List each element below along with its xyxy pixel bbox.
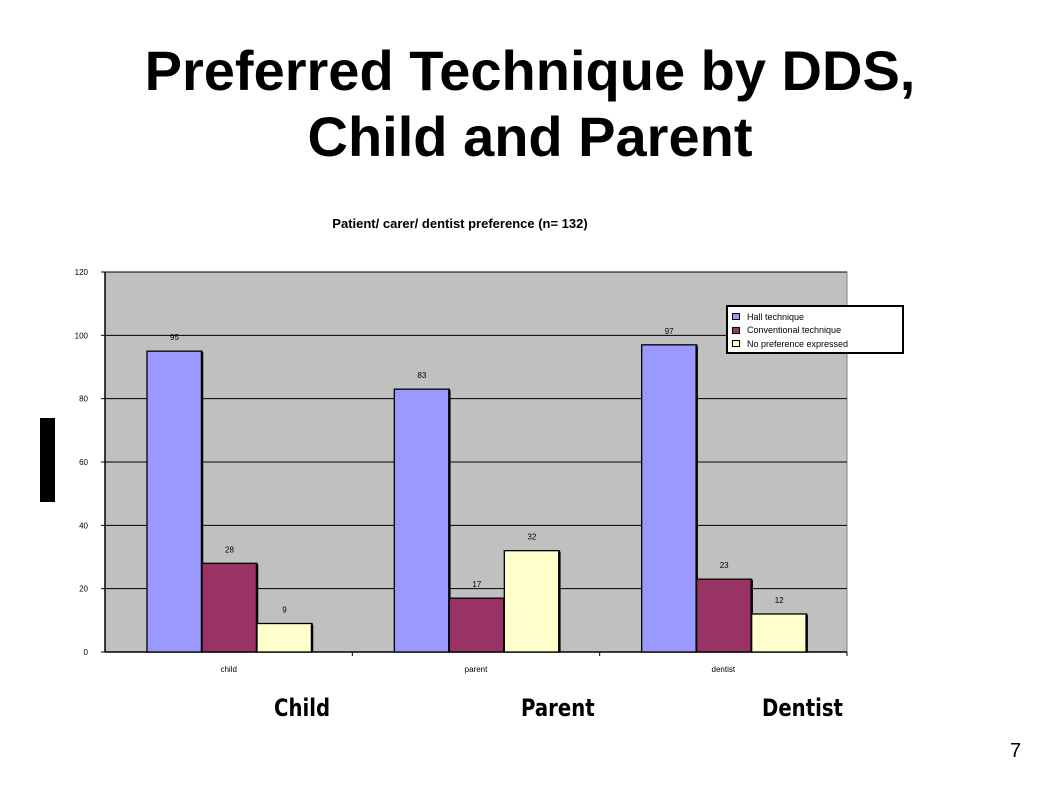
data-label-hall-dentist: 97 [665,327,674,336]
category-label-parent: Parent [521,694,595,722]
category-label-child: Child [274,694,331,722]
category-label-dentist: Dentist [762,694,843,722]
legend-label-hall: Hall technique [747,311,805,322]
legend-label-no-preference: No preference expressed [747,338,849,349]
data-label-no-preference-child: 9 [282,606,287,615]
legend-swatch-hall [732,313,740,321]
chart-title: Patient/ carer/ dentist preference (n= 1… [332,216,588,231]
bar-no-preference-child [256,622,313,653]
data-label-hall-child: 95 [170,333,179,342]
legend-item-hall: Hall technique [732,310,902,324]
bar-conventional-dentist [696,578,753,653]
legend-swatch-no-preference [732,340,740,348]
x-tick-label-child: child [220,665,236,674]
bar-no-preference-dentist [751,613,808,653]
y-tick-label-100: 100 [75,331,89,340]
legend-label-conventional: Conventional technique [747,325,842,336]
slide-title: Preferred Technique by DDS, Child and Pa… [60,38,1000,170]
y-tick-label-20: 20 [79,585,88,594]
slide-title-line-1: Preferred Technique by DDS, [144,39,916,102]
page-number: 7 [1010,740,1022,762]
data-label-conventional-child: 28 [225,545,234,554]
y-tick-label-80: 80 [79,395,88,404]
bar-no-preference-parent [503,550,560,653]
legend-swatch-conventional [732,326,740,334]
bar-conventional-parent [448,597,505,653]
data-label-no-preference-parent: 32 [527,533,536,542]
bar-hall-child [146,350,203,653]
y-tick-label-40: 40 [79,521,88,530]
data-label-hall-parent: 83 [417,371,426,380]
data-label-conventional-dentist: 23 [720,561,729,570]
slide-title-line-2: Child and Parent [307,105,753,168]
legend-item-no-preference: No preference expressed [732,337,902,351]
x-tick-label-parent: parent [465,665,488,674]
y-tick-label-0: 0 [84,648,89,657]
left-black-bar [40,418,55,502]
bar-conventional-child [201,562,258,653]
y-tick-label-120: 120 [75,268,89,277]
bar-hall-dentist [641,344,698,653]
legend-item-conventional: Conventional technique [732,324,902,338]
chart-legend: Hall technique Conventional technique No… [726,305,904,354]
data-label-no-preference-dentist: 12 [775,596,784,605]
data-label-conventional-parent: 17 [472,580,481,589]
y-tick-label-60: 60 [79,458,88,467]
x-tick-label-dentist: dentist [712,665,736,674]
bar-hall-parent [393,388,450,653]
